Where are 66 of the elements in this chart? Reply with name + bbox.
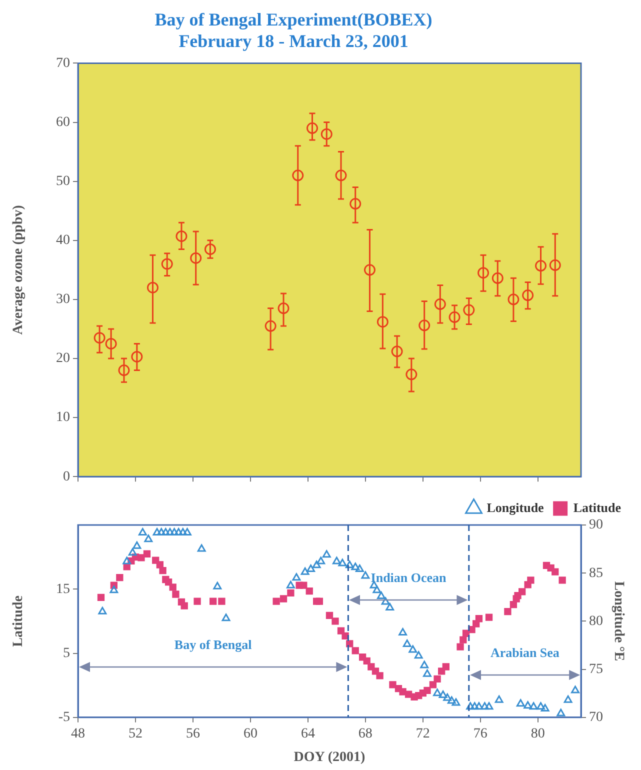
point [190,252,202,264]
point [522,290,534,302]
y2-tick-label: 70 [589,710,603,726]
point [118,364,130,376]
point [434,298,446,310]
point [105,338,117,350]
chart-title: Bay of Bengal Experiment(BOBEX) [154,9,432,30]
y-tick-label: 50 [56,174,70,189]
y2-tick-label: 75 [589,662,603,677]
y2-axis-title: Longitude °E [610,581,626,662]
point [306,122,318,134]
point [376,316,388,328]
point [146,282,158,294]
point [535,260,547,272]
y-tick-label: 60 [56,114,70,130]
y2-tick-label: 80 [589,614,603,629]
x-tick-label: 64 [300,726,315,742]
point [391,346,403,358]
y-tick-label: 40 [56,233,70,248]
x-tick-label: 68 [358,726,372,742]
y-axis-title: Average ozone (ppbv) [11,204,26,335]
x-tick-label: 48 [71,726,85,742]
point [418,320,430,332]
point [448,311,460,323]
y-tick-label: 20 [56,351,70,366]
annotation: Arabian Sea [490,645,560,662]
point [492,272,504,284]
point [478,267,490,279]
y-tick-label: 70 [56,56,70,71]
x-tick-label: 52 [128,726,142,742]
point [320,128,332,140]
x-tick-label: 60 [243,726,258,742]
point [292,170,304,182]
legend-label: Latitude [573,500,622,515]
y-axis-title: Latitude [11,596,26,647]
point [94,332,106,344]
point [406,368,418,380]
point [176,230,188,242]
y-tick-label: 30 [56,292,70,308]
x-tick-label: 76 [473,726,488,742]
x-tick-label: 80 [530,726,545,742]
x-tick-label: 72 [416,726,430,742]
point [549,259,561,271]
point [278,302,290,314]
point [508,294,520,306]
point [364,264,376,276]
y-tick-label: 15 [56,582,70,597]
x-tick-label: 56 [186,726,200,742]
y-tick-label: -5 [58,710,70,726]
point [264,320,276,332]
x-axis-title: DOY (2001) [294,750,366,766]
point [204,243,216,255]
y-tick-label: 0 [63,469,70,484]
point [463,304,475,316]
point [350,198,362,210]
y-tick-label: 10 [56,410,70,426]
chart-subtitle: February 18 - March 23, 2001 [178,31,408,52]
point [161,258,173,270]
point [131,350,143,362]
legend-label: Longitude [486,500,544,515]
annotation: Bay of Bengal [174,637,252,654]
y2-tick-label: 85 [589,566,603,581]
annotation: Indian Ocean [370,570,446,586]
y-tick-label: 5 [63,646,70,661]
y2-tick-label: 90 [589,518,603,533]
point [335,170,347,182]
